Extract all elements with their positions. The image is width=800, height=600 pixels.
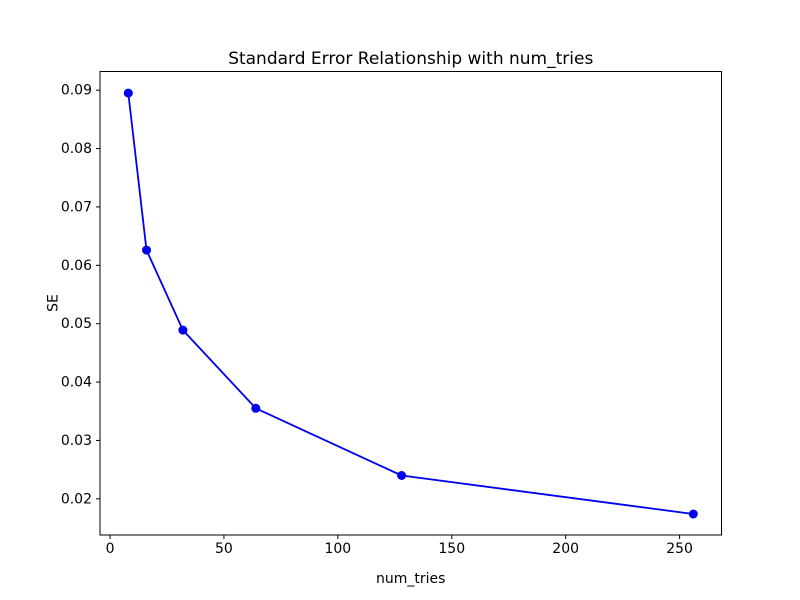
data-point	[123, 88, 133, 98]
x-tick-label: 200	[552, 541, 579, 557]
y-tick-label: 0.07	[61, 199, 92, 215]
y-tick-label: 0.05	[61, 316, 92, 332]
y-tick-label: 0.06	[61, 258, 92, 274]
data-point	[688, 509, 698, 519]
x-axis-label: num_tries	[376, 571, 445, 587]
data-point	[397, 471, 407, 480]
data-point	[178, 325, 188, 335]
axes-background	[100, 71, 722, 535]
y-tick-label: 0.09	[61, 83, 92, 99]
y-tick-label: 0.08	[61, 141, 92, 157]
data-line	[127, 92, 694, 515]
x-tick-label: 50	[215, 541, 233, 557]
chart-title: Standard Error Relationship with num_tri…	[228, 49, 593, 69]
x-tick-label: 0	[106, 541, 115, 557]
data-point	[142, 245, 151, 255]
x-tick-label: 150	[438, 541, 465, 557]
plot-border	[99, 71, 722, 536]
plot-area: 0 50 100 150 200 250 0.02 0.03 0.04 0.05 0.06 0.07 0…	[61, 71, 722, 557]
y-axis-label: SE	[46, 294, 62, 312]
y-tick-label: 0.02	[61, 491, 92, 507]
data-point	[251, 403, 261, 413]
x-tick-label: 100	[324, 541, 351, 557]
y-tick-label: 0.03	[61, 433, 92, 449]
y-tick-label: 0.04	[61, 375, 92, 391]
x-tick-label: 250	[666, 541, 693, 557]
